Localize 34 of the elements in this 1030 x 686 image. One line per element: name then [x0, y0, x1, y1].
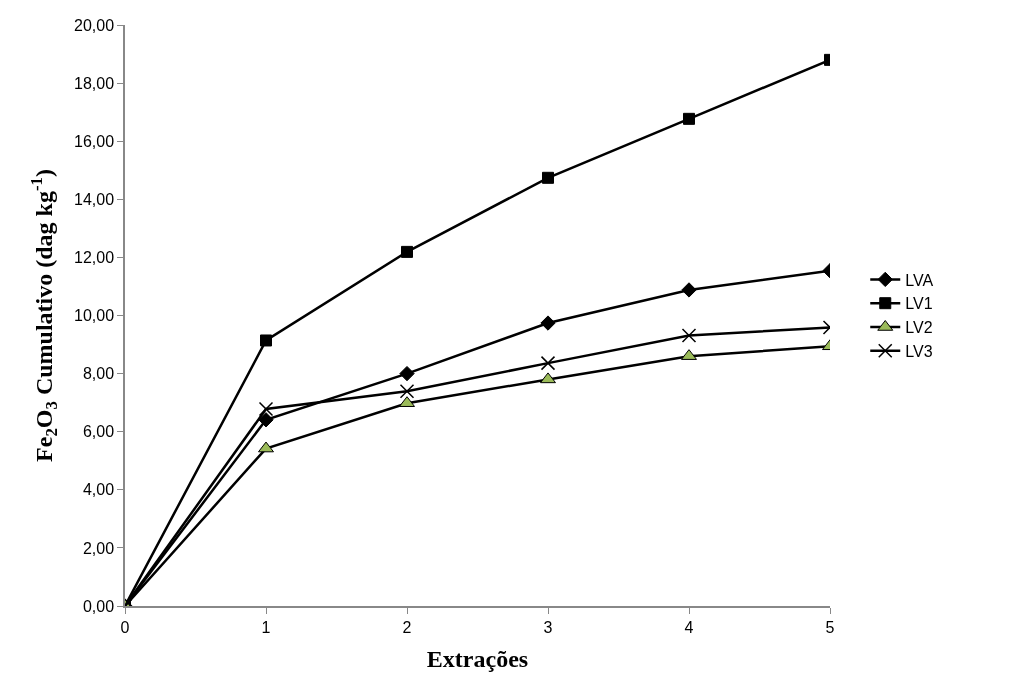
legend-label: LVA: [905, 271, 934, 289]
point: [542, 171, 554, 184]
point: [540, 355, 556, 371]
legend-label: LV2: [905, 319, 933, 337]
legend-label: LV1: [905, 295, 933, 313]
x-tick-label: 4: [684, 618, 694, 636]
x-tick-label: 5: [825, 618, 835, 636]
point: [681, 282, 697, 298]
y-tick-label: 20,00: [74, 16, 115, 34]
x-tick-label: 0: [120, 618, 130, 636]
point: [401, 245, 413, 258]
x-tick-label: 3: [543, 618, 553, 636]
y-tick-label: 18,00: [74, 74, 115, 92]
y-tick-label: 8,00: [82, 365, 115, 383]
point: [258, 412, 274, 428]
point: [399, 384, 415, 399]
y-tick-label: 2,00: [82, 539, 115, 557]
point: [258, 401, 274, 417]
point: [260, 334, 272, 347]
point: [399, 365, 415, 382]
legend-label: LV3: [905, 343, 933, 361]
y-tick-label: 12,00: [74, 249, 115, 266]
y-tick-label: 10,00: [74, 307, 115, 325]
x-axis-title: Extrações: [426, 645, 529, 672]
y-tick-label: 4,00: [82, 481, 115, 499]
y-tick-label: 0,00: [82, 597, 115, 615]
point: [681, 328, 697, 343]
y-tick-label: 14,00: [74, 190, 115, 208]
point: [540, 315, 556, 331]
y-tick-label: 6,00: [82, 423, 115, 441]
x-tick-label: 1: [261, 618, 271, 636]
x-tick-label: 2: [402, 618, 412, 636]
y-tick-label: 16,00: [74, 132, 115, 150]
point: [683, 112, 695, 125]
